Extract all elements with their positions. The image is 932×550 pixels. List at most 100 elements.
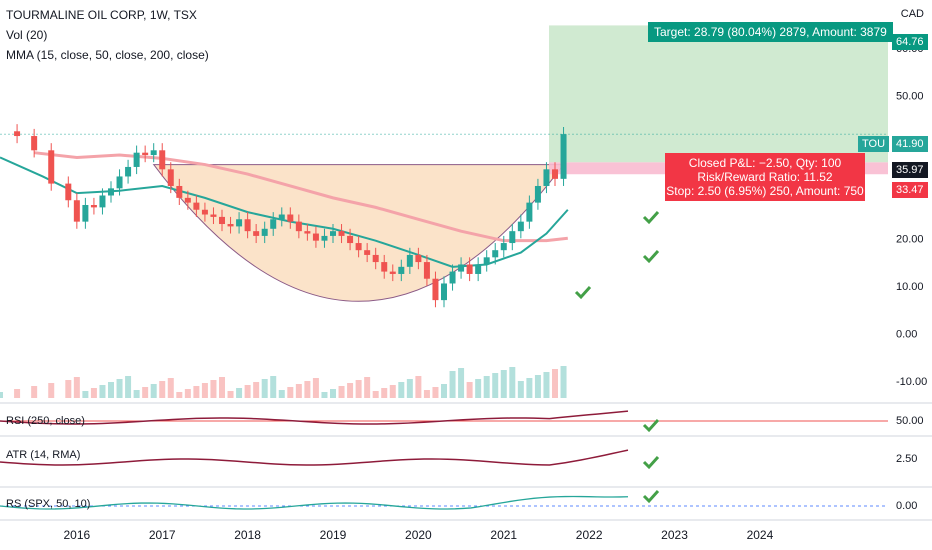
candle-body [142,152,149,156]
time-tick-label: 2021 [490,528,517,542]
volume-bar [304,381,311,398]
candle-body [398,266,405,274]
candle-body [133,152,140,167]
price-tick-label: 20.00 [896,233,924,245]
candle-body [534,185,541,203]
time-tick-label: 2019 [320,528,347,542]
time-tick-label: 2016 [63,528,90,542]
candle-body [432,278,439,301]
symbol-tag: TOU [858,136,890,152]
check-mark-icon [642,418,660,433]
last-price-tag: 41.90 [892,136,928,152]
volume-bar [116,379,123,398]
candle-body [193,202,200,210]
candle-body [167,169,174,186]
ma200-line [33,151,568,243]
candle-body [176,185,183,198]
mma-legend[interactable]: MMA (15, close, 50, close, 200, close) [6,48,209,62]
candle-body [65,183,72,201]
volume-bar [552,369,558,398]
candle-body [227,224,234,227]
candle-body [253,231,260,236]
volume-bar [193,386,200,398]
time-tick-label: 2022 [576,528,603,542]
candle-body [330,231,336,236]
candle-body [355,243,362,251]
volume-bar [99,385,106,398]
price-tick-label: 50.00 [896,91,924,103]
candle-body [90,205,97,208]
candle-body [287,214,294,222]
candle-body [552,169,558,179]
volume-bar [560,366,567,398]
rsi-line [0,410,629,425]
volume-bar [142,387,149,398]
candle-body [423,262,430,279]
time-tick-label: 2017 [149,528,176,542]
volume-bar [355,380,362,398]
volume-bar [389,385,396,398]
candle-body [475,264,482,274]
candle-body [278,214,285,220]
ma50-line [0,156,569,268]
candle-body [364,250,371,255]
check-mark-icon [642,210,660,225]
volume-bar [176,392,183,398]
candle-body [441,283,447,301]
candle-body [466,264,473,274]
entry-price-tag: 35.97 [892,162,928,178]
candle-body [14,131,21,137]
candle-body [99,195,106,208]
price-axis-bg [888,0,932,550]
rsi-level: 50.00 [896,415,924,427]
volume-bar [458,368,465,398]
candle-body [509,231,516,244]
risk-reward-text: Risk/Reward Ratio: 11.52 [697,170,833,184]
volume-bar [432,387,439,398]
rsi-legend[interactable]: RSI (250, close) [6,415,85,427]
candle-body [338,231,345,236]
candle-body [201,209,208,215]
rs-level: 0.00 [896,500,918,512]
candle-body [449,271,456,284]
volume-bar [312,378,319,398]
volume-bar [483,376,490,398]
volume-bar [449,371,456,398]
volume-bar [347,383,354,398]
volume-bar [534,375,541,398]
candle-body [372,254,379,263]
volume-bar [184,389,191,398]
rs-legend[interactable]: RS (SPX, 50, 10) [6,498,91,510]
volume-bar [236,388,243,398]
target-info-box[interactable]: Target: 28.79 (80.04%) 2879, Amount: 387… [648,22,893,42]
rs-line [0,495,629,510]
target-zone [549,25,888,163]
volume-bar [441,384,447,398]
atr-legend[interactable]: ATR (14, RMA) [6,449,81,461]
risk-info-box[interactable]: Closed P&L: −2.50, Qty: 100 Risk/Reward … [665,153,865,201]
candle-body [31,136,38,151]
candle-body [184,197,191,203]
candle-body [295,221,302,232]
volume-bar [31,386,38,398]
atr-level: 2.50 [896,453,918,465]
volume-bar [48,383,55,398]
candle-body [381,262,388,272]
symbol-title[interactable]: TOURMALINE OIL CORP, 1W, TSX [6,8,197,22]
volume-bar [475,379,482,398]
volume-bar [364,377,371,398]
volume-bar [415,376,422,398]
volume-legend[interactable]: Vol (20) [6,28,48,42]
volume-bar [338,386,345,398]
volume-bar [125,376,132,398]
price-tick-label: 0.00 [896,328,917,340]
candle-body [543,169,550,186]
volume-bar [543,372,550,398]
candle-body [82,205,89,222]
volume-bar [73,377,80,398]
candle-body [312,233,319,241]
volume-bar [372,391,379,398]
atr-line [0,449,629,466]
volume-bar [0,392,3,398]
